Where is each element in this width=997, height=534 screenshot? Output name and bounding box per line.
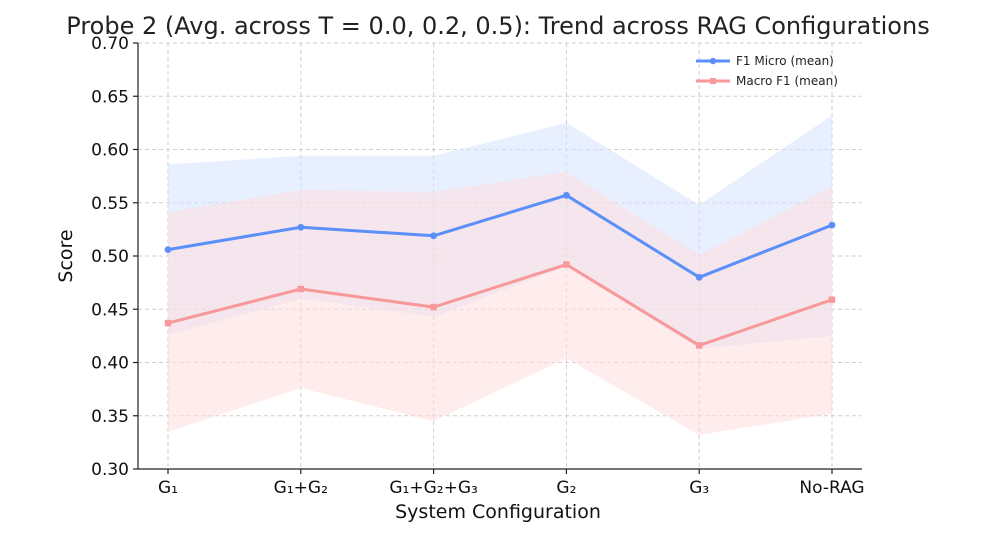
data-point-1: [164, 246, 172, 254]
y-tick-label: 0.50: [91, 247, 129, 267]
x-tick-label: No-RAG: [799, 478, 864, 498]
chart-title: Probe 2 (Avg. across T = 0.0, 0.2, 0.5):…: [66, 12, 929, 40]
x-tick-label: G₁+G₂+G₃: [389, 478, 477, 498]
data-point-1: [828, 221, 836, 229]
y-tick-label: 0.40: [91, 354, 129, 374]
y-tick-label: 0.55: [91, 194, 129, 214]
data-point-2: [828, 296, 836, 303]
legend-marker-2: [710, 78, 716, 84]
x-tick-label: G₁+G₂: [274, 478, 328, 498]
data-point-2: [297, 285, 304, 293]
legend-label-2: Macro F1 (mean): [736, 74, 838, 88]
y-axis-label: Score: [55, 229, 77, 282]
series-band-2: [168, 171, 832, 435]
series-line-1: [167, 193, 833, 279]
y-tick-label: 0.60: [91, 141, 129, 161]
data-point-2: [696, 342, 703, 349]
y-tick-label: 0.30: [91, 460, 129, 480]
x-tick-label: G₂: [556, 478, 576, 498]
data-point-2: [563, 261, 570, 268]
data-point-2: [430, 303, 437, 311]
y-tick-label: 0.65: [91, 87, 129, 107]
data-point-1: [563, 191, 570, 199]
data-point-1: [297, 223, 305, 231]
y-tick-label: 0.35: [91, 407, 129, 427]
legend-marker-1: [709, 57, 717, 65]
data-point-1: [430, 232, 437, 240]
data-point-1: [695, 273, 703, 281]
line-layer: [164, 191, 836, 349]
axes-layer: 0.30 0.35 0.40 0.45 0.50 0.55 0.60 0.65 0.70 G₁ G₁…: [91, 34, 864, 498]
legend: F1 Micro (mean) Macro F1 (mean): [696, 54, 838, 88]
data-point-2: [164, 319, 172, 327]
series-line-2: [167, 263, 833, 347]
x-tick-label: G₁: [158, 478, 178, 498]
y-tick-label: 0.45: [91, 300, 129, 320]
x-axis-label: System Configuration: [395, 501, 601, 523]
legend-label-1: F1 Micro (mean): [736, 54, 834, 68]
x-tick-label: G₃: [689, 478, 709, 498]
y-tick-label: 0.70: [91, 34, 129, 54]
band-layer: [168, 115, 832, 435]
